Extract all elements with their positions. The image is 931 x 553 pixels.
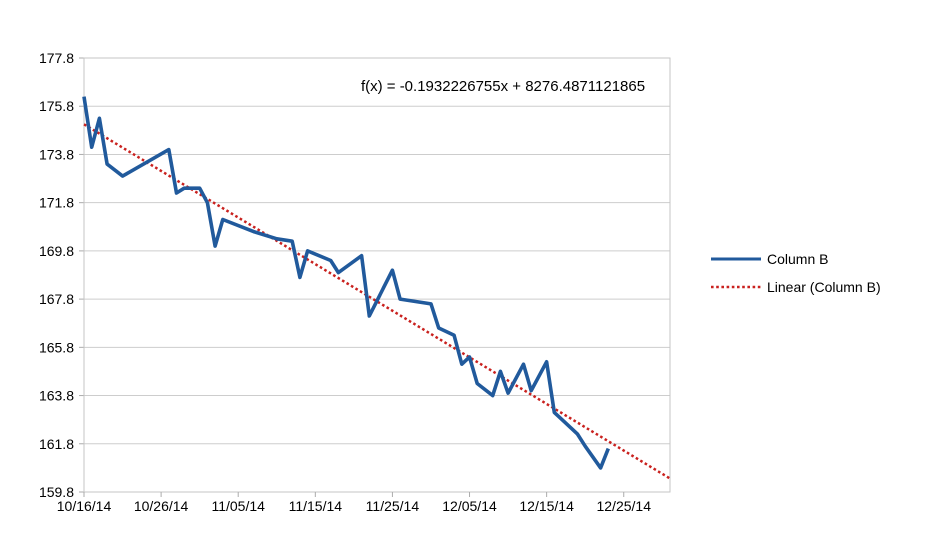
legend-label-linear-column-b: Linear (Column B) <box>767 279 881 295</box>
y-tick-label: 171.8 <box>39 195 74 211</box>
y-tick-label: 175.8 <box>39 98 74 114</box>
x-tick-label: 12/05/14 <box>442 498 497 514</box>
y-tick-label: 165.8 <box>39 339 74 355</box>
plot-area-border <box>83 57 671 493</box>
y-tick-label: 169.8 <box>39 243 74 259</box>
x-tick-label: 12/25/14 <box>596 498 651 514</box>
x-tick-label: 10/16/14 <box>57 498 112 514</box>
y-tick-label: 163.8 <box>39 388 74 404</box>
y-tick-label: 177.8 <box>39 50 74 66</box>
equation-label: f(x) = -0.1932226755x + 8276.4871121865 <box>361 78 645 95</box>
column-b-line <box>82 96 610 470</box>
x-tick-label: 11/05/14 <box>211 498 265 514</box>
x-tick-label: 11/15/14 <box>289 498 343 514</box>
x-tick-label: 11/25/14 <box>366 498 420 514</box>
x-tick-label: 10/26/14 <box>134 498 189 514</box>
legend-label-column-b: Column B <box>767 251 828 267</box>
y-tick-label: 159.8 <box>39 484 74 500</box>
y-tick-label: 173.8 <box>39 146 74 162</box>
y-tick-label: 161.8 <box>39 436 74 452</box>
x-tick-label: 12/15/14 <box>519 498 574 514</box>
y-tick-label: 167.8 <box>39 291 74 307</box>
